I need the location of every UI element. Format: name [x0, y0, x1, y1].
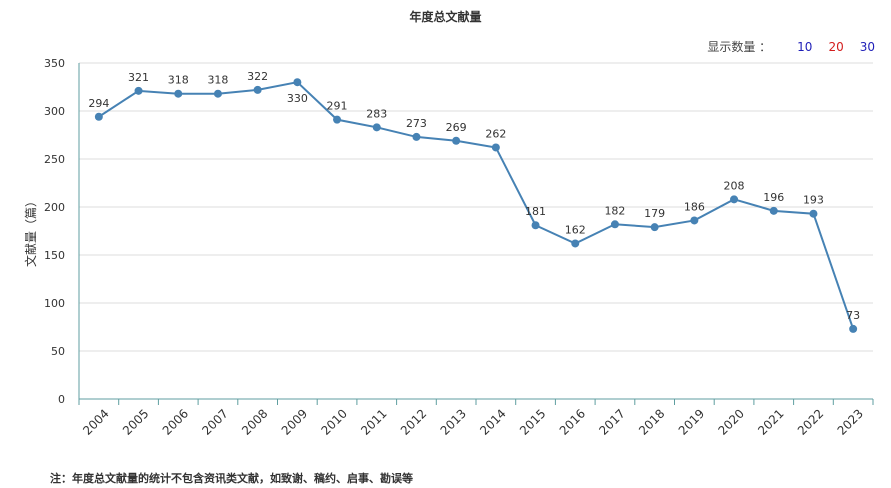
data-point[interactable]	[809, 209, 818, 218]
count-option-30[interactable]: 30	[859, 39, 875, 54]
data-label: 283	[366, 107, 387, 120]
count-option-10[interactable]: 10	[797, 39, 813, 54]
y-tick-label: 250	[44, 153, 65, 166]
x-tick-label: 2015	[517, 406, 548, 437]
x-tick-label: 2021	[755, 406, 786, 437]
x-tick-label: 2017	[596, 406, 627, 437]
x-tick-label: 2010	[318, 406, 349, 437]
footnote: 注：年度总文献量的统计不包含资讯类文献，如致谢、稿约、启事、勘误等	[50, 472, 413, 485]
x-tick-label: 2011	[358, 406, 389, 437]
data-label: 273	[406, 117, 427, 130]
data-label: 179	[644, 207, 665, 220]
data-label: 322	[247, 70, 268, 83]
display-count-label: 显示数量 ：	[707, 40, 772, 54]
x-tick-labels: 2004 2005 2006 2007 2008 2009 2010 2011 2012 2013…	[80, 406, 866, 437]
data-point[interactable]	[491, 143, 500, 152]
data-point[interactable]	[769, 206, 778, 215]
x-tick-label: 2018	[636, 406, 667, 437]
data-label: 196	[763, 191, 784, 204]
x-tick-label: 2004	[80, 406, 111, 437]
series-line	[98, 81, 855, 330]
data-point[interactable]	[730, 195, 739, 204]
data-point[interactable]	[134, 86, 143, 95]
data-point[interactable]	[452, 136, 461, 145]
x-tick-label: 2016	[557, 406, 588, 437]
data-label: 193	[803, 194, 824, 207]
data-labels: 294 321 318 318 322 330 291 283 273 269 262 181 162 1…	[88, 70, 860, 322]
data-point[interactable]	[412, 132, 421, 141]
data-label: 294	[88, 97, 109, 110]
data-label: 162	[565, 223, 586, 236]
x-tick-label: 2006	[160, 406, 191, 437]
data-label: 318	[168, 74, 189, 87]
x-tick-label: 2008	[239, 406, 270, 437]
data-label: 291	[327, 100, 348, 113]
data-point[interactable]	[213, 89, 222, 98]
y-tick-labels: 0 50 100 150 200 250 300 350	[44, 57, 65, 406]
data-point[interactable]	[253, 85, 262, 94]
data-point[interactable]	[650, 223, 659, 232]
data-point[interactable]	[531, 221, 540, 230]
data-label: 208	[724, 179, 745, 192]
x-tick-label: 2012	[398, 406, 429, 437]
y-tick-label: 150	[44, 249, 65, 262]
x-tick-label: 2007	[199, 406, 230, 437]
data-point[interactable]	[94, 112, 103, 121]
series-line-path	[98, 81, 855, 330]
data-label: 321	[128, 71, 149, 84]
data-label: 182	[604, 204, 625, 217]
data-point[interactable]	[333, 115, 342, 124]
axes	[78, 63, 874, 405]
x-tick-label: 2009	[279, 406, 310, 437]
data-points	[94, 78, 858, 333]
data-point[interactable]	[372, 123, 381, 132]
y-tick-label: 50	[51, 345, 65, 358]
data-point[interactable]	[293, 78, 302, 87]
chart-title: 年度总文献量	[409, 10, 482, 24]
y-tick-label: 100	[44, 297, 65, 310]
data-point[interactable]	[571, 239, 580, 248]
x-tick-label: 2005	[120, 406, 151, 437]
x-tick-label: 2019	[676, 406, 707, 437]
data-label: 73	[846, 309, 860, 322]
x-tick-label: 2014	[477, 406, 508, 437]
data-label: 330	[287, 92, 308, 105]
y-tick-label: 0	[58, 393, 65, 406]
x-tick-label: 2020	[715, 406, 746, 437]
x-tick-label: 2023	[835, 406, 866, 437]
data-point[interactable]	[849, 324, 858, 333]
y-tick-label: 350	[44, 57, 65, 70]
y-tick-label: 300	[44, 105, 65, 118]
data-point[interactable]	[610, 220, 619, 229]
data-label: 186	[684, 200, 705, 213]
data-point[interactable]	[174, 89, 183, 98]
data-label: 262	[485, 127, 506, 140]
data-label: 269	[446, 121, 467, 134]
x-tick-label: 2013	[438, 406, 469, 437]
data-point[interactable]	[690, 216, 699, 225]
display-count-selector: 显示数量 ： 10 20 30	[707, 38, 875, 55]
count-option-20[interactable]: 20	[828, 39, 844, 54]
data-label: 318	[207, 74, 228, 87]
data-label: 181	[525, 205, 546, 218]
y-tick-label: 200	[44, 201, 65, 214]
grid-lines	[79, 62, 873, 352]
x-tick-label: 2022	[795, 406, 826, 437]
y-axis-label: 文献量（篇）	[23, 195, 38, 267]
